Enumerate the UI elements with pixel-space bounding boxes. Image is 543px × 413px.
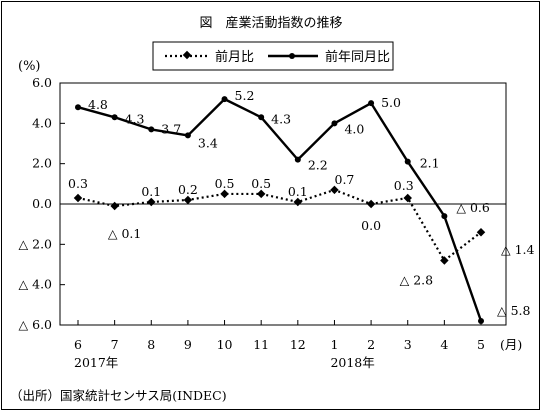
data-label-mom: 0.2 xyxy=(178,182,198,197)
point-yoy xyxy=(404,158,411,165)
series-layer xyxy=(73,96,486,324)
point-yoy xyxy=(221,96,228,103)
x-axis: 6 7 8 9 10 11 12 1 2 3 4 5 (月)2017年 2018年 xyxy=(74,320,522,370)
x-tick-label: 11 xyxy=(253,337,269,352)
point-yoy xyxy=(478,317,484,324)
point-yoy xyxy=(258,114,265,121)
x-tick-label: 9 xyxy=(184,337,192,352)
point-yoy xyxy=(331,120,338,127)
x-tick-label: 8 xyxy=(147,337,155,352)
y-tick-label: 0.0 xyxy=(32,196,52,211)
data-label-yoy: 5.0 xyxy=(381,95,401,110)
year-label: 2017年 xyxy=(74,355,118,370)
y-axis: 6.0 4.0 2.0 0.0 △ 2.0 △ 4.0 △ 6.0 xyxy=(19,75,506,332)
point-yoy xyxy=(148,126,155,133)
data-label-mom: △ 0.1 xyxy=(108,226,141,241)
data-label-yoy: 3.7 xyxy=(161,121,181,136)
data-label-yoy: 2.1 xyxy=(420,156,440,171)
data-label-mom: 0.3 xyxy=(394,178,414,193)
x-tick-label: 1 xyxy=(330,337,338,352)
point-mom xyxy=(476,227,486,237)
point-mom xyxy=(110,201,119,211)
point-yoy xyxy=(441,213,448,220)
point-mom xyxy=(147,197,156,207)
source-note: （出所）国家統計センサス局(INDEC) xyxy=(10,388,227,403)
point-mom xyxy=(440,256,449,265)
y-axis-unit: (%) xyxy=(18,59,41,74)
x-axis-unit: (月) xyxy=(500,337,522,352)
data-label-yoy: △ 0.6 xyxy=(456,200,490,215)
y-tick-label: 4.0 xyxy=(32,115,52,130)
legend: 前月比 前年同月比 xyxy=(152,41,394,71)
point-yoy xyxy=(368,100,375,107)
data-label-yoy: △ 5.8 xyxy=(497,303,531,318)
y-tick-label: 2.0 xyxy=(32,156,52,171)
data-labels: 0.3 △ 0.1 0.1 0.2 0.5 0.5 0.1 0.7 0.0 0.3 △ 2.8 △ 1… xyxy=(68,88,534,318)
data-label-yoy: 5.2 xyxy=(235,88,255,103)
point-mom xyxy=(220,189,229,199)
legend-marker-mom xyxy=(182,50,192,60)
point-mom xyxy=(366,199,376,209)
data-label-yoy: 2.2 xyxy=(308,158,328,173)
x-tick-label: 2 xyxy=(367,337,375,352)
data-label-mom: 0.3 xyxy=(68,176,88,191)
data-label-yoy: 4.3 xyxy=(125,111,145,126)
point-mom xyxy=(73,193,83,203)
legend-marker-yoy xyxy=(289,53,295,59)
data-label-mom: 0.5 xyxy=(251,176,271,191)
y-tick-label: △ 4.0 xyxy=(19,277,53,292)
data-label-mom: △ 2.8 xyxy=(400,272,434,287)
legend-label-yoy: 前年同月比 xyxy=(325,49,390,65)
x-tick-label: 7 xyxy=(111,337,119,352)
year-label: 2018年 xyxy=(330,355,374,370)
point-mom xyxy=(293,197,303,207)
legend-label-mom: 前月比 xyxy=(215,49,254,65)
point-mom xyxy=(183,195,193,205)
point-yoy xyxy=(184,132,191,139)
data-label-yoy: 4.8 xyxy=(88,97,108,112)
x-tick-label: 5 xyxy=(477,337,485,352)
x-tick-label: 3 xyxy=(404,337,412,352)
data-label-mom: 0.7 xyxy=(335,172,355,187)
point-yoy xyxy=(294,156,301,163)
point-yoy xyxy=(75,104,81,111)
y-tick-label: 6.0 xyxy=(32,75,52,90)
data-label-mom: 0.0 xyxy=(361,218,381,233)
data-label-mom: 0.1 xyxy=(141,184,161,199)
x-tick-label: 4 xyxy=(440,337,448,352)
series-line-yoy xyxy=(77,97,483,322)
x-tick-label: 10 xyxy=(217,337,233,352)
data-label-yoy: 4.3 xyxy=(271,111,291,126)
x-tick-label: 6 xyxy=(74,337,82,352)
y-tick-label: △ 6.0 xyxy=(19,317,53,332)
data-label-yoy: 4.0 xyxy=(344,121,364,136)
y-tick-label: △ 2.0 xyxy=(19,236,53,251)
point-mom xyxy=(403,193,412,203)
chart-title: 図 産業活動指数の推移 xyxy=(199,15,342,31)
x-tick-label: 12 xyxy=(290,337,306,352)
data-label-mom: 0.5 xyxy=(215,176,235,191)
point-mom xyxy=(256,189,266,199)
point-yoy xyxy=(111,114,118,121)
data-label-yoy: 3.4 xyxy=(198,135,218,150)
point-mom xyxy=(330,185,339,195)
data-label-mom: 0.1 xyxy=(288,184,308,199)
data-label-mom: △ 1.4 xyxy=(501,242,535,257)
